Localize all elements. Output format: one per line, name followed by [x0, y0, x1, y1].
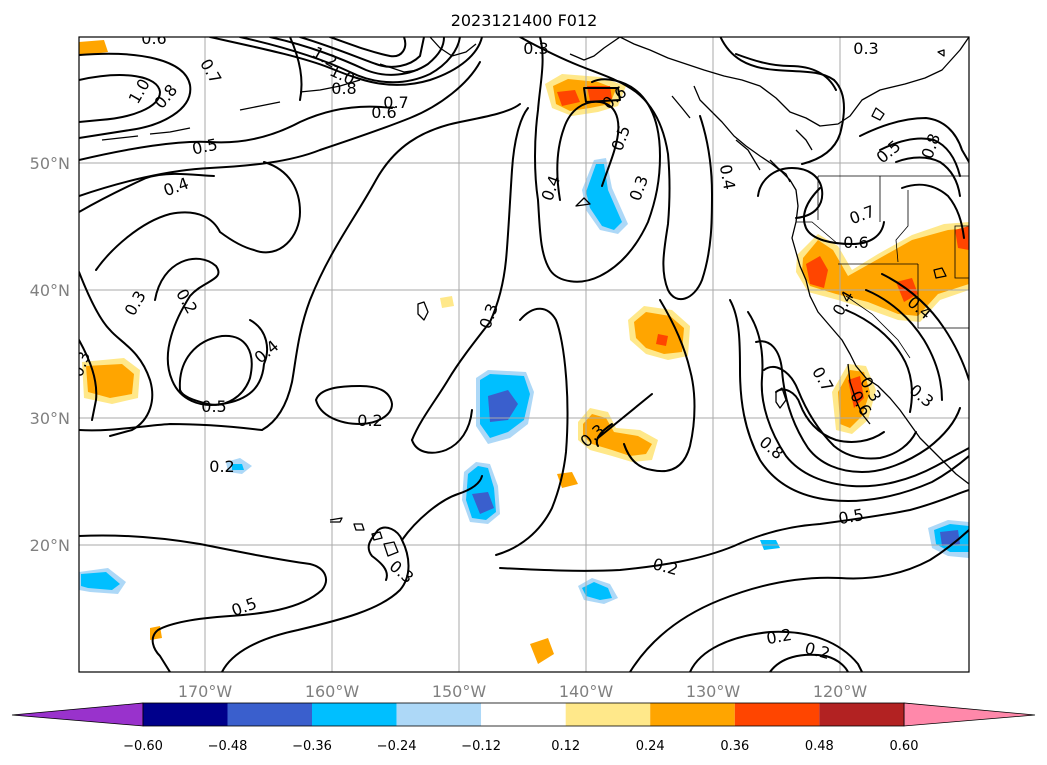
shade-small-4: [79, 40, 108, 56]
graticule: [79, 37, 969, 672]
shade-small-3: [440, 296, 454, 308]
map-frame: [78, 36, 970, 673]
colorbar-outline: [142, 702, 905, 727]
contour-label: 0.3: [523, 39, 548, 58]
shade-neg-s3-core: [232, 464, 244, 470]
map-title: 2023121400 F012: [451, 11, 598, 30]
shade-small-2: [530, 638, 554, 664]
longitude-labels: 170°W 160°W 150°W 140°W 130°W 120°W: [178, 682, 868, 701]
contour-label: 0.2: [765, 625, 793, 648]
lat-label: 30°N: [30, 409, 70, 428]
contour-label: 0.6: [843, 233, 868, 252]
lon-label: 170°W: [178, 682, 233, 701]
colorbar-tick-label: 0.12: [551, 739, 580, 754]
colorbar-tick-label: 0.48: [805, 739, 834, 754]
lon-label: 130°W: [686, 682, 741, 701]
contour-label: 0.7: [383, 93, 408, 112]
contour-label: 0.6: [141, 29, 166, 48]
shade-neg-mid-max: [488, 390, 518, 422]
lon-label: 160°W: [305, 682, 360, 701]
shade-oregon-max1: [806, 256, 828, 288]
shade-neg-se-max: [940, 530, 960, 546]
shade-hawaii-east-core: [583, 414, 652, 456]
contour-label: 0.8: [331, 79, 356, 98]
colorbar-bin: [819, 703, 904, 726]
latitude-labels: 50°N 40°N 30°N 20°N: [30, 154, 70, 555]
lat-label: 50°N: [30, 154, 70, 173]
shade-pacific-mid-max: [656, 334, 668, 346]
contour-label: 0.5: [201, 397, 226, 416]
colorbar-bin: [143, 703, 228, 726]
colorbar-bin: [734, 703, 820, 726]
shade-oregon-band-core: [802, 228, 969, 316]
contour-label: 0.4: [716, 163, 739, 191]
colorbar-bin: [481, 703, 566, 726]
colorbar-tick-label: 0.60: [890, 739, 919, 754]
colorbar: −0.60 −0.48 −0.36 −0.24 −0.12 0.12 0.24 …: [11, 702, 1036, 754]
shade-alaska-gulf-max: [557, 90, 580, 106]
colorbar-tick-label: 0.24: [636, 739, 665, 754]
lon-label: 150°W: [432, 682, 487, 701]
contour-label: 0.2: [209, 457, 234, 476]
shade-neg-south-max: [472, 492, 494, 514]
colorbar-bin: [396, 703, 482, 726]
map-panel: 0.3 0.3 0.6 0.8 1.0 0.7 1.2 1.0 0.8 0.7 …: [79, 29, 969, 672]
contour-label: 0.3: [853, 39, 878, 58]
lon-label: 120°W: [813, 682, 868, 701]
colorbar-ticks: −0.60 −0.48 −0.36 −0.24 −0.12 0.12 0.24 …: [123, 739, 918, 754]
colorbar-tick-label: −0.60: [123, 739, 163, 754]
colorbar-extend-high: [903, 702, 1036, 727]
colorbar-tick-label: −0.12: [461, 739, 501, 754]
shade-west-edge-core: [86, 364, 134, 398]
shade-neg-gulf-core: [586, 164, 622, 230]
shade-oregon-max3: [955, 226, 969, 250]
lon-label: 140°W: [559, 682, 614, 701]
colorbar-tick-label: −0.36: [292, 739, 332, 754]
colorbar-tick-label: −0.48: [208, 739, 248, 754]
contour-label: 0.5: [190, 135, 219, 159]
colorbar-bin: [650, 703, 735, 726]
colorbar-bin: [565, 703, 651, 726]
colorbar-tick-label: −0.24: [377, 739, 417, 754]
colorbar-bin: [312, 703, 397, 726]
contours: [79, 37, 969, 672]
shade-neg-w-core: [81, 572, 120, 590]
shade-neg-s2-core: [582, 582, 612, 600]
colorbar-bin: [227, 703, 312, 726]
shaded-areas: [79, 40, 969, 664]
lat-label: 40°N: [30, 281, 70, 300]
colorbar-extend-low: [11, 702, 144, 727]
contour-label: 0.6: [371, 103, 396, 122]
contour-label: 0.5: [837, 505, 865, 528]
shade-baja-max: [848, 376, 864, 408]
colorbar-tick-label: 0.36: [720, 739, 749, 754]
shade-alaska-gulf-max2: [587, 86, 612, 101]
lat-label: 20°N: [30, 536, 70, 555]
coastlines: [101, 37, 969, 557]
borders: [796, 175, 969, 359]
contour-label: 0.2: [357, 411, 382, 430]
